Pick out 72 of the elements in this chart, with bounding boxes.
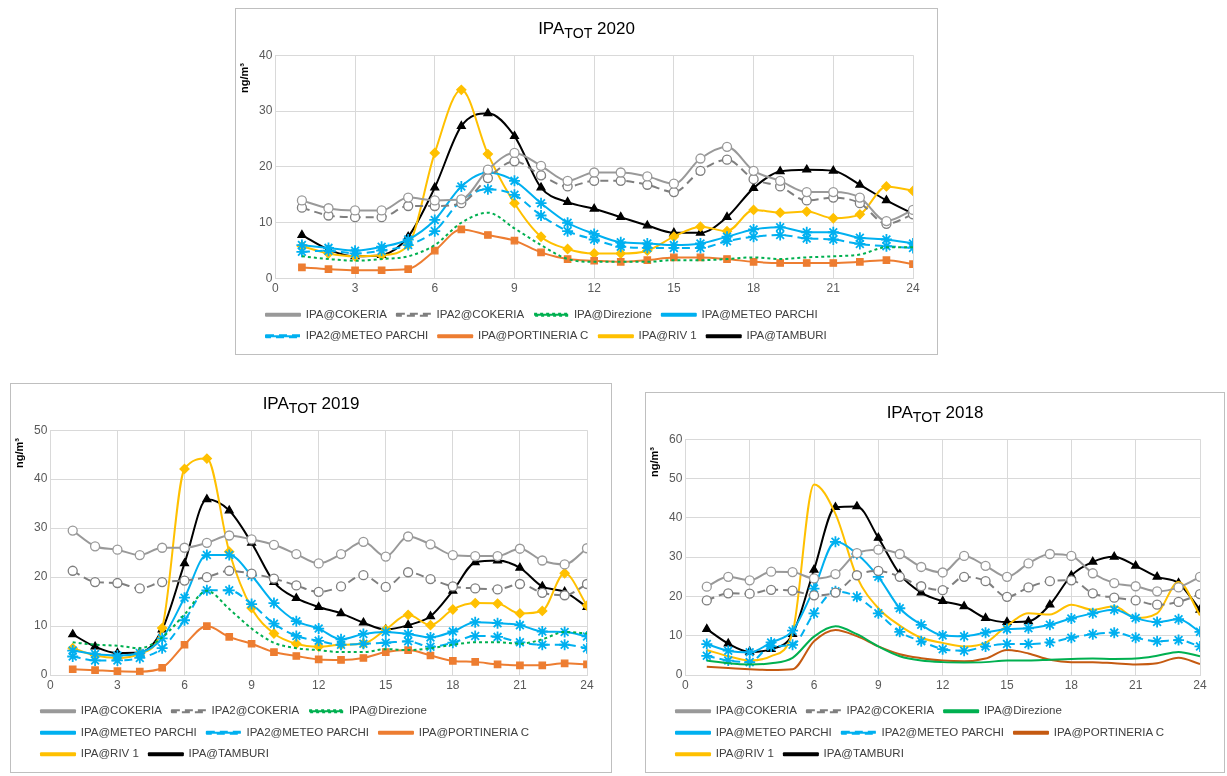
x-tick-label: 24 [906, 281, 920, 296]
y-tick-label: 50 [33, 422, 48, 437]
x-tick-label: 18 [446, 677, 460, 692]
legend-label: IPA2@METEO PARCHI [246, 725, 369, 738]
x-tick-label: 21 [1128, 677, 1143, 692]
legend-label: IPA@PORTINERIA C [1053, 725, 1165, 738]
x-tick-label: 15 [379, 677, 393, 692]
y-axis-title: ng/m³ [13, 438, 25, 468]
x-tick-label: 9 [248, 677, 256, 692]
y-tick-label: 10 [33, 618, 48, 633]
y-tick-label: 10 [668, 628, 683, 643]
x-tick-label: 21 [826, 281, 841, 296]
x-tick-label: 15 [667, 281, 681, 296]
x-tick-label: 6 [181, 677, 189, 692]
x-tick-label: 24 [1193, 677, 1207, 692]
chart-title: IPA$_{TOT}$ 2020 [537, 19, 636, 42]
x-tick-label: 9 [511, 281, 519, 296]
legend-label: IPA@TAMBURI [746, 329, 827, 342]
chart-title: IPA$_{TOT}$ 2018 [885, 403, 985, 426]
y-tick-label: 40 [258, 47, 273, 62]
x-tick-label: 12 [311, 677, 326, 692]
legend-label: IPA2@COKERIA [436, 307, 525, 320]
x-tick-label: 6 [810, 677, 818, 692]
legend-label: IPA@PORTINERIA C [418, 725, 530, 738]
legend-label: IPA@Direzione [983, 704, 1062, 717]
x-tick-label: 15 [1000, 677, 1014, 692]
x-tick-label: 9 [875, 677, 882, 692]
x-tick-label: 18 [746, 281, 761, 296]
legend-label: IPA@RIV 1 [638, 329, 697, 342]
legend-label: IPA@COKERIA [305, 307, 388, 320]
y-tick-label: 0 [675, 667, 683, 682]
legend-label: IPA2@METEO PARCHI [305, 329, 429, 342]
legend-label: IPA@Direzione [348, 704, 427, 717]
y-axis-title: ng/m³ [648, 447, 660, 477]
y-tick-label: 30 [258, 103, 273, 118]
y-tick-label: 20 [33, 569, 48, 584]
x-tick-label: 3 [114, 677, 122, 692]
x-tick-label: 24 [580, 677, 594, 692]
legend-label: IPA@METEO PARCHI [715, 725, 832, 738]
legend-label: IPA@TAMBURI [188, 747, 269, 760]
y-tick-label: 60 [668, 431, 683, 446]
legend-label: IPA@RIV 1 [80, 747, 139, 760]
legend-label: IPA@TAMBURI [823, 747, 904, 760]
legend-label: IPA2@COKERIA [211, 704, 300, 717]
legend-label: IPA2@METEO PARCHI [881, 725, 1004, 738]
x-tick-label: 6 [431, 281, 439, 296]
legend-label: IPA@RIV 1 [715, 747, 774, 760]
x-tick-label: 3 [746, 677, 754, 692]
y-tick-label: 50 [668, 470, 683, 485]
y-tick-label: 30 [668, 549, 683, 564]
legend-label: IPA@METEO PARCHI [701, 307, 818, 320]
legend-label: IPA@COKERIA [715, 704, 798, 717]
y-tick-label: 10 [258, 215, 273, 230]
legend-label: IPA@COKERIA [80, 704, 163, 717]
y-tick-label: 0 [265, 270, 273, 285]
legend-label: IPA2@COKERIA [846, 704, 935, 717]
y-tick-label: 20 [258, 159, 273, 174]
x-tick-label: 21 [513, 677, 527, 692]
legend-label: IPA@METEO PARCHI [80, 725, 197, 738]
y-tick-label: 20 [668, 588, 683, 603]
y-tick-label: 40 [33, 471, 48, 486]
x-tick-label: 12 [587, 281, 602, 296]
legend-label: IPA@Direzione [573, 307, 652, 320]
x-tick-label: 18 [1064, 677, 1079, 692]
x-tick-label: 3 [351, 281, 359, 296]
legend-label: IPA@PORTINERIA C [477, 329, 589, 342]
y-tick-label: 40 [668, 510, 683, 525]
y-axis-title: ng/m³ [238, 63, 250, 93]
y-tick-label: 30 [33, 520, 48, 535]
chart-title: IPA$_{TOT}$ 2019 [261, 394, 361, 417]
y-tick-label: 0 [40, 667, 48, 682]
x-tick-label: 12 [935, 677, 950, 692]
